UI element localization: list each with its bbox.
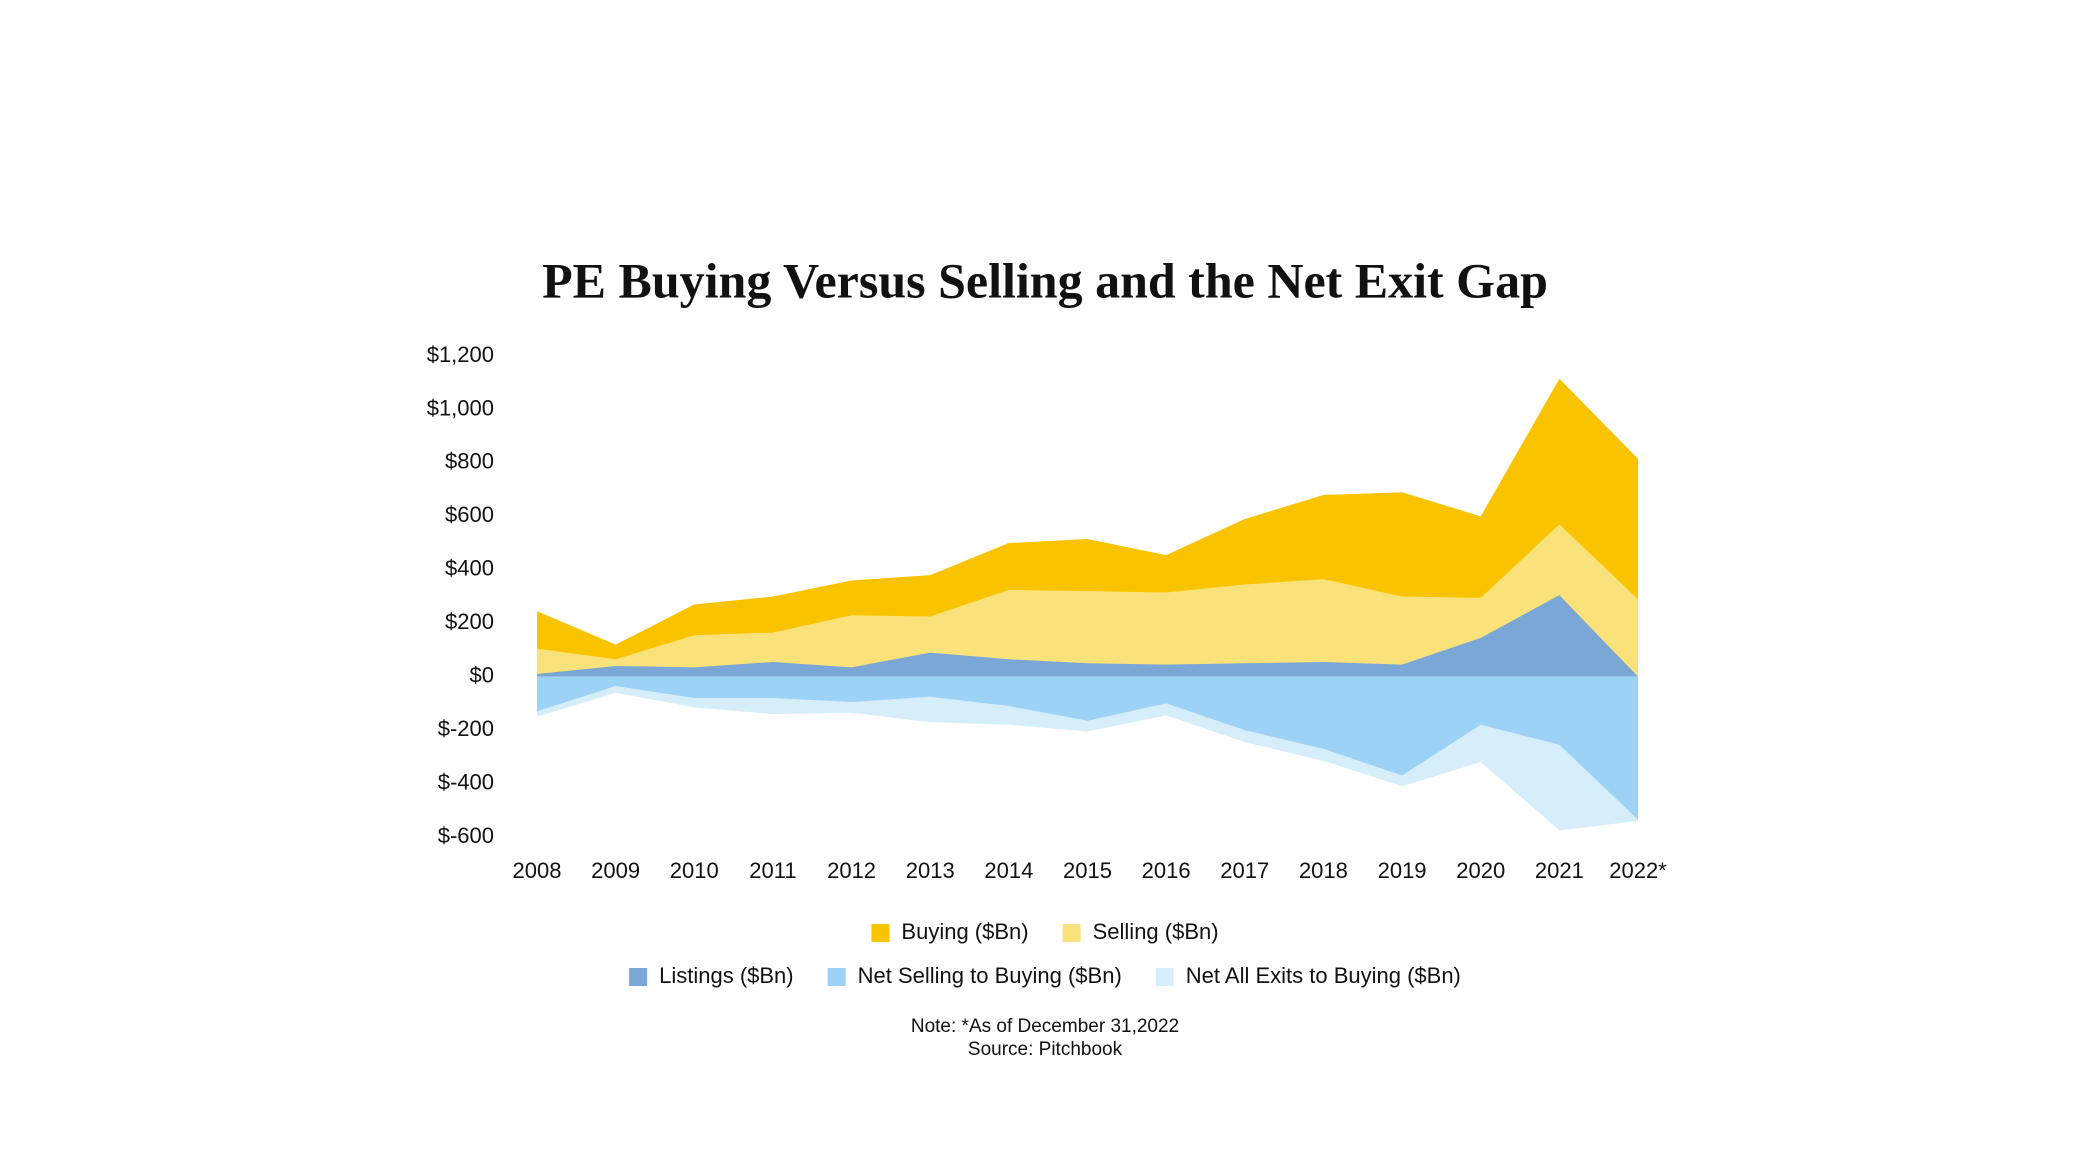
y-tick-label: $-400 bbox=[438, 769, 494, 794]
x-tick-label: 2014 bbox=[984, 858, 1033, 883]
y-tick-label: $1,000 bbox=[427, 395, 494, 420]
legend-swatch bbox=[1062, 924, 1081, 942]
x-tick-label: 2015 bbox=[1063, 858, 1112, 883]
legend-label: Listings ($Bn) bbox=[659, 963, 794, 988]
x-tick-label: 2016 bbox=[1142, 858, 1191, 883]
legend-swatch bbox=[1155, 968, 1174, 986]
x-tick-label: 2017 bbox=[1220, 858, 1269, 883]
x-tick-label: 2021 bbox=[1535, 858, 1584, 883]
y-tick-label: $600 bbox=[445, 502, 494, 527]
plot-area bbox=[537, 378, 1638, 831]
legend-swatch bbox=[827, 968, 846, 986]
x-tick-label: 2012 bbox=[827, 858, 876, 883]
chart-title: PE Buying Versus Selling and the Net Exi… bbox=[542, 252, 1548, 308]
note: Source: Pitchbook bbox=[968, 1039, 1123, 1060]
x-tick-label: 2022* bbox=[1609, 858, 1667, 883]
area bbox=[537, 524, 1638, 677]
legend-label: Selling ($Bn) bbox=[1093, 919, 1219, 944]
y-tick-label: $200 bbox=[445, 609, 494, 634]
area bbox=[537, 595, 1638, 677]
legend-label: Net All Exits to Buying ($Bn) bbox=[1186, 963, 1461, 988]
x-tick-label: 2010 bbox=[670, 858, 719, 883]
y-tick-label: $400 bbox=[445, 556, 494, 581]
legend-swatch bbox=[871, 924, 890, 942]
area bbox=[537, 676, 1638, 820]
y-tick-label: $800 bbox=[445, 449, 494, 474]
y-tick-label: $-200 bbox=[438, 716, 494, 741]
y-tick-label: $1,200 bbox=[427, 342, 494, 367]
x-tick-label: 2011 bbox=[749, 858, 796, 883]
y-tick-label: $-600 bbox=[438, 823, 494, 848]
legend-swatch bbox=[629, 968, 648, 986]
x-tick-label: 2009 bbox=[591, 858, 640, 883]
legend-label: Buying ($Bn) bbox=[901, 919, 1028, 944]
legend-row: Buying ($Bn) Selling ($Bn) bbox=[871, 919, 1219, 944]
x-tick-label: 2018 bbox=[1299, 858, 1348, 883]
legend-row: Listings ($Bn) Net Selling to Buying ($Bn… bbox=[629, 963, 1461, 988]
x-tick-label: 2020 bbox=[1456, 858, 1505, 883]
x-tick-label: 2019 bbox=[1378, 858, 1427, 883]
x-tick-label: 2013 bbox=[906, 858, 955, 883]
legend-label: Net Selling to Buying ($Bn) bbox=[858, 963, 1122, 988]
note: Note: *As of December 31,2022 bbox=[911, 1016, 1179, 1037]
x-tick-label: 2008 bbox=[513, 858, 562, 883]
y-tick-label: $0 bbox=[470, 662, 494, 687]
